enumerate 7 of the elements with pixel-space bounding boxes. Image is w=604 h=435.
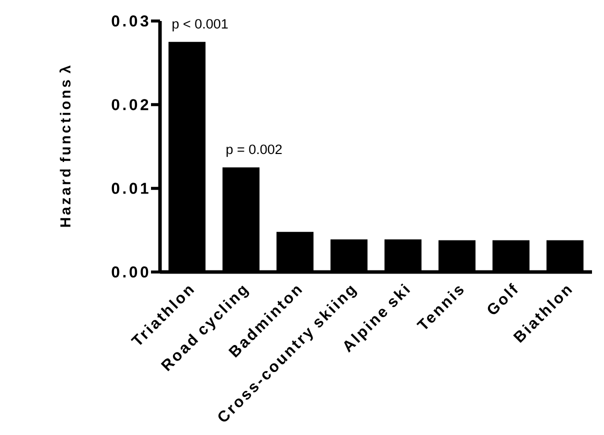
y-tick-label: 0.03: [112, 15, 148, 27]
annotation: p = 0.002: [226, 144, 282, 157]
annotation: p < 0.001: [172, 19, 228, 32]
y-tick-label: 0.02: [112, 99, 148, 110]
y-tick-label: 0.00: [112, 266, 148, 278]
y-tick-label: 0.01: [112, 182, 148, 194]
y-axis-title: Hazard functions λ: [60, 66, 71, 227]
